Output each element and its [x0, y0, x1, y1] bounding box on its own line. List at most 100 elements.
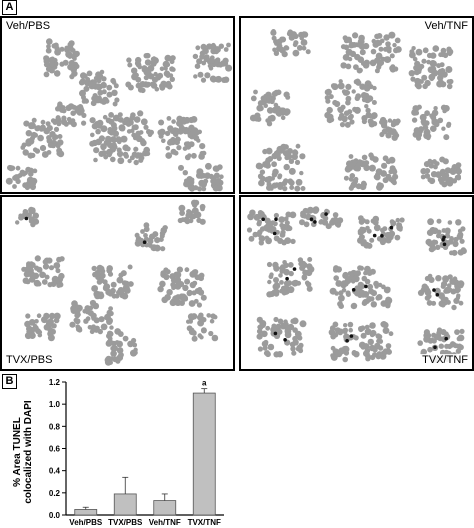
micrograph-label: Veh/TNF [422, 20, 470, 33]
cell-nucleus [382, 155, 389, 162]
cell-nucleus [431, 227, 439, 235]
cell-nucleus [108, 112, 114, 118]
cell-nucleus [159, 84, 166, 91]
cell-nucleus [112, 101, 118, 107]
cell-nucleus [69, 74, 75, 80]
cell-nucleus [298, 342, 304, 348]
cell-nucleus [394, 37, 401, 44]
cell-nucleus [118, 352, 124, 358]
cell-nucleus [264, 350, 270, 356]
cell-nucleus [106, 265, 113, 272]
cell-nucleus [88, 305, 94, 311]
cell-nucleus [287, 262, 294, 268]
cell-nucleus [108, 129, 116, 136]
cell-nucleus [57, 134, 63, 139]
cell-nucleus [388, 156, 396, 164]
cell-nucleus [34, 255, 41, 262]
cell-nucleus [53, 312, 61, 320]
cell-nucleus [436, 218, 442, 224]
cell-nucleus [301, 274, 308, 281]
cell-nucleus [116, 276, 124, 284]
cell-nucleus [275, 105, 281, 111]
cell-nucleus [125, 146, 131, 152]
cell-nucleus [130, 112, 136, 118]
cell-nucleus [127, 158, 132, 164]
cell-nucleus [256, 104, 264, 112]
cell-nucleus [423, 128, 431, 136]
micrograph-label: Veh/PBS [4, 20, 53, 33]
cell-nucleus [395, 217, 401, 223]
cell-nucleus [204, 72, 211, 79]
cell-nucleus [256, 316, 263, 323]
cell-nucleus [200, 294, 207, 301]
cell-nucleus [416, 69, 422, 74]
cell-nucleus [106, 91, 113, 98]
cell-nucleus [31, 117, 37, 123]
tunel-spot [364, 284, 368, 289]
cell-nucleus [257, 163, 264, 170]
cell-nucleus [48, 265, 55, 271]
cell-nucleus [367, 118, 374, 125]
cell-nucleus [294, 159, 301, 165]
cell-nucleus [290, 238, 296, 245]
cell-nucleus [300, 186, 306, 191]
cell-nucleus [101, 76, 107, 82]
cell-nucleus [351, 350, 357, 355]
cell-nucleus [42, 259, 48, 265]
cell-nucleus [409, 49, 415, 55]
cell-nucleus [425, 135, 431, 141]
cell-nucleus [47, 142, 54, 148]
cell-nucleus [370, 218, 376, 224]
tunel-spot [283, 338, 287, 342]
cell-nucleus [447, 238, 454, 245]
cell-nucleus [343, 323, 348, 328]
cell-nucleus [440, 302, 446, 308]
cell-nucleus [283, 268, 290, 276]
cell-nucleus [366, 95, 372, 101]
cell-nucleus [305, 281, 312, 288]
cell-nucleus [83, 98, 89, 104]
cell-nucleus [97, 123, 103, 129]
cell-nucleus [95, 83, 101, 90]
cell-nucleus [378, 59, 385, 66]
cell-nucleus [193, 74, 198, 79]
cell-nucleus [257, 346, 263, 352]
cell-nucleus [219, 174, 224, 179]
cell-nucleus [300, 264, 306, 270]
cell-nucleus [70, 307, 78, 314]
cell-nucleus [150, 56, 156, 62]
cell-nucleus [362, 42, 370, 50]
cell-nucleus [121, 292, 129, 300]
tunel-spot [349, 334, 354, 338]
cell-nucleus [424, 289, 432, 296]
cell-nucleus [256, 328, 263, 335]
cell-nucleus [48, 312, 56, 320]
cell-nucleus [421, 283, 428, 290]
cell-nucleus [174, 276, 182, 284]
cell-nucleus [85, 77, 91, 82]
cell-nucleus [96, 78, 102, 84]
cell-nucleus [193, 185, 199, 191]
cell-nucleus [281, 239, 287, 246]
cell-nucleus [332, 267, 339, 273]
cell-nucleus [457, 280, 465, 288]
cell-nucleus [105, 148, 113, 156]
cell-nucleus [399, 217, 405, 223]
cell-nucleus [135, 76, 142, 83]
cell-nucleus [70, 110, 76, 116]
cell-nucleus [47, 282, 53, 288]
bar-chart: 0.0 0.2 0.4 0.6 0.8 1.0 1.2 Veh/PBS TVX/PBS Veh/T… [12, 378, 224, 527]
cell-nucleus [455, 162, 462, 169]
cell-nucleus [295, 178, 303, 186]
cell-nucleus [363, 241, 371, 249]
cell-nucleus [353, 64, 359, 70]
cell-nucleus [135, 135, 143, 143]
cell-nucleus [414, 60, 421, 67]
cell-nucleus [74, 63, 80, 69]
cell-nucleus [81, 112, 87, 118]
cell-nucleus [162, 60, 170, 68]
cell-nucleus [159, 280, 166, 288]
cell-nucleus [89, 117, 96, 124]
cell-nucleus [196, 314, 203, 321]
cell-nucleus [153, 71, 158, 77]
